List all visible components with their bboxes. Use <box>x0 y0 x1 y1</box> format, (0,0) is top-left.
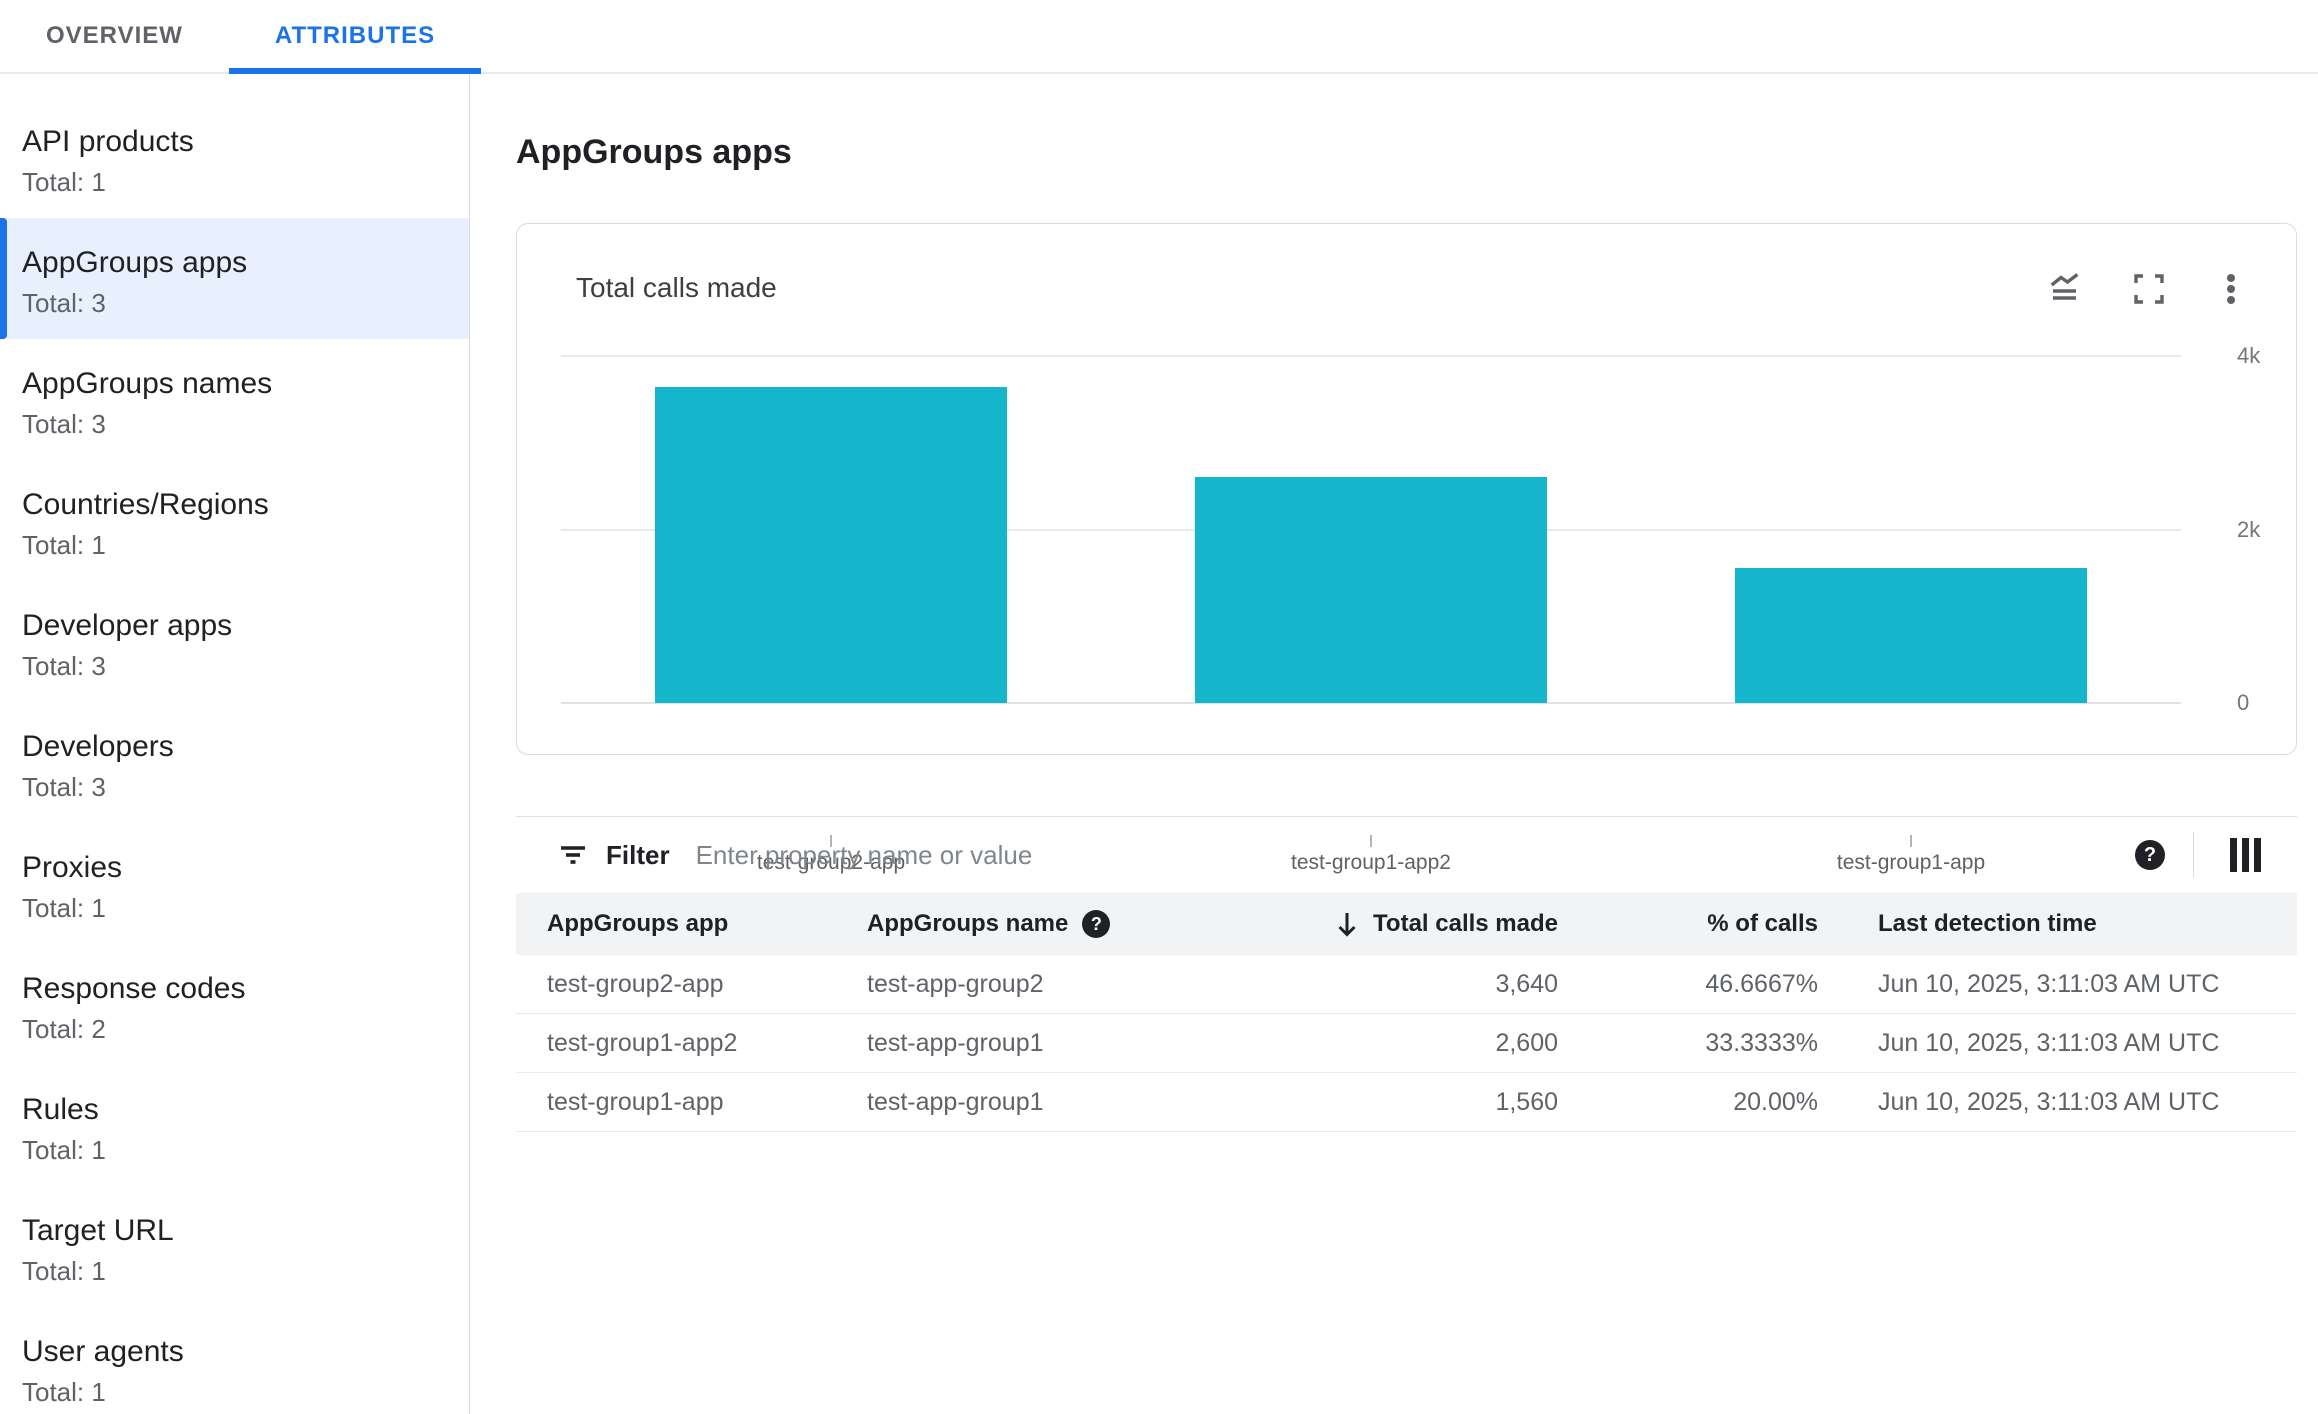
sidebar-item-label: Rules <box>22 1093 99 1126</box>
sidebar-item-label: Developers <box>22 730 174 763</box>
column-header-label: AppGroups name <box>867 910 1069 937</box>
table-row: test-group2-app test-app-group2 3,640 46.66… <box>516 955 2297 1014</box>
sidebar-item-api-products[interactable]: API products Total: 1 <box>0 97 469 218</box>
chart-type-icon[interactable] <box>2048 270 2086 308</box>
filter-icon <box>561 846 585 864</box>
sidebar-item-total: Total: 1 <box>22 1135 106 1165</box>
cell-name: test-app-group1 <box>867 1087 1044 1116</box>
sidebar-item-appgroups-names[interactable]: AppGroups names Total: 3 <box>0 339 469 460</box>
filter-input[interactable] <box>693 838 2135 872</box>
bar-test-group1-app <box>1735 567 2087 703</box>
sidebar-item-label: AppGroups apps <box>22 246 248 279</box>
fullscreen-icon[interactable] <box>2130 270 2168 308</box>
cell-time: Jun 10, 2025, 3:11:03 AM UTC <box>1878 1028 2220 1057</box>
sidebar-item-label: Proxies <box>22 851 123 884</box>
filter-label: Filter <box>606 839 670 870</box>
column-header-pct-calls[interactable]: % of calls <box>1707 910 1818 937</box>
table-row: test-group1-app2 test-app-group1 2,600 33.3… <box>516 1014 2297 1073</box>
column-header-label: Total calls made <box>1373 910 1558 937</box>
cell-pct: 33.3333% <box>1705 1028 1818 1057</box>
sidebar-item-user-agents[interactable]: User agents Total: 1 <box>0 1307 469 1414</box>
cell-app: test-group1-app2 <box>547 1028 738 1057</box>
sidebar: API products Total: 1 AppGroups apps Total:… <box>0 74 470 1414</box>
tab-bar: OVERVIEW ATTRIBUTES <box>0 0 2318 74</box>
sidebar-item-total: Total: 3 <box>22 409 106 439</box>
sidebar-item-total: Total: 2 <box>22 1014 106 1044</box>
columns-icon[interactable] <box>2230 838 2261 872</box>
table-body: test-group2-app test-app-group2 3,640 46.66… <box>516 955 2297 1132</box>
filter-label-group: Filter <box>558 840 670 871</box>
sidebar-item-label: AppGroups names <box>22 367 273 400</box>
bar-test-group2-app <box>655 387 1007 703</box>
column-header-appgroups-name[interactable]: AppGroups name ? <box>836 910 1166 938</box>
cell-calls: 2,600 <box>1495 1028 1558 1057</box>
table-row: test-group1-app test-app-group1 1,560 20.00… <box>516 1073 2297 1132</box>
sidebar-item-label: Countries/Regions <box>22 488 269 521</box>
cell-time: Jun 10, 2025, 3:11:03 AM UTC <box>1878 1087 2220 1116</box>
sort-desc-icon <box>1338 913 1356 937</box>
sidebar-item-label: API products <box>22 125 194 158</box>
cell-name: test-app-group1 <box>867 1028 1044 1057</box>
filter-bar: Filter ? <box>516 816 2297 893</box>
tab-attributes[interactable]: ATTRIBUTES <box>228 0 482 74</box>
sidebar-item-total: Total: 1 <box>22 893 106 923</box>
more-vert-icon[interactable] <box>2212 270 2250 308</box>
sidebar-item-total: Total: 1 <box>22 1377 106 1407</box>
chart-card: Total calls made 0 2k 4k test-group2-app tes… <box>516 223 2297 874</box>
toolbar-divider <box>2193 832 2194 878</box>
cell-name: test-app-group2 <box>867 969 1044 998</box>
sidebar-item-label: Developer apps <box>22 609 233 642</box>
y-axis-label: 2k <box>2237 516 2261 542</box>
sidebar-item-appgroups-apps[interactable]: AppGroups apps Total: 3 <box>0 218 469 339</box>
sidebar-item-total: Total: 1 <box>22 1256 106 1286</box>
chart-card-title: Total calls made <box>576 272 777 303</box>
y-axis-label: 4k <box>2237 343 2261 368</box>
table-header-row: AppGroups app AppGroups name ? Total cal… <box>516 893 2297 955</box>
header-help-icon[interactable]: ? <box>1082 910 1111 938</box>
sidebar-item-proxies[interactable]: Proxies Total: 1 <box>0 823 469 944</box>
sidebar-item-developer-apps[interactable]: Developer apps Total: 3 <box>0 581 469 702</box>
data-table: AppGroups app AppGroups name ? Total cal… <box>516 893 2297 1132</box>
tab-overview[interactable]: OVERVIEW <box>46 22 183 49</box>
column-header-appgroups-app[interactable]: AppGroups app <box>547 910 729 937</box>
cell-calls: 1,560 <box>1495 1087 1558 1116</box>
y-axis-label: 0 <box>2237 690 2250 715</box>
cell-app: test-group1-app <box>547 1087 724 1116</box>
sidebar-item-developers[interactable]: Developers Total: 3 <box>0 702 469 823</box>
gridline <box>561 355 2181 357</box>
gridline <box>561 702 2181 704</box>
chart-plot: 0 2k 4k test-group2-app test-group1-app2 test… <box>561 343 2260 874</box>
sidebar-item-rules[interactable]: Rules Total: 1 <box>0 1065 469 1186</box>
sidebar-item-label: Response codes <box>22 972 246 1005</box>
cell-calls: 3,640 <box>1495 969 1558 998</box>
sidebar-item-countries-regions[interactable]: Countries/Regions Total: 1 <box>0 460 469 581</box>
sidebar-item-total: Total: 3 <box>22 651 106 681</box>
sidebar-item-label: Target URL <box>22 1214 174 1247</box>
sidebar-item-total: Total: 1 <box>22 167 106 197</box>
cell-pct: 46.6667% <box>1705 969 1818 998</box>
chart-card-actions <box>2048 270 2250 308</box>
column-header-total-calls[interactable]: Total calls made <box>1166 910 1566 938</box>
sidebar-item-total: Total: 1 <box>22 530 106 560</box>
filter-help-icon[interactable]: ? <box>2135 840 2165 870</box>
sidebar-item-target-url[interactable]: Target URL Total: 1 <box>0 1186 469 1307</box>
page-title: AppGroups apps <box>516 133 792 171</box>
cell-app: test-group2-app <box>547 969 724 998</box>
sidebar-item-label: User agents <box>22 1335 184 1368</box>
column-header-last-detection[interactable]: Last detection time <box>1878 910 2097 937</box>
cell-time: Jun 10, 2025, 3:11:03 AM UTC <box>1878 969 2220 998</box>
sidebar-item-response-codes[interactable]: Response codes Total: 2 <box>0 944 469 1065</box>
sidebar-item-total: Total: 3 <box>22 772 106 802</box>
sidebar-item-total: Total: 3 <box>22 288 106 318</box>
bar-test-group1-app2 <box>1195 477 1547 703</box>
cell-pct: 20.00% <box>1733 1087 1818 1116</box>
